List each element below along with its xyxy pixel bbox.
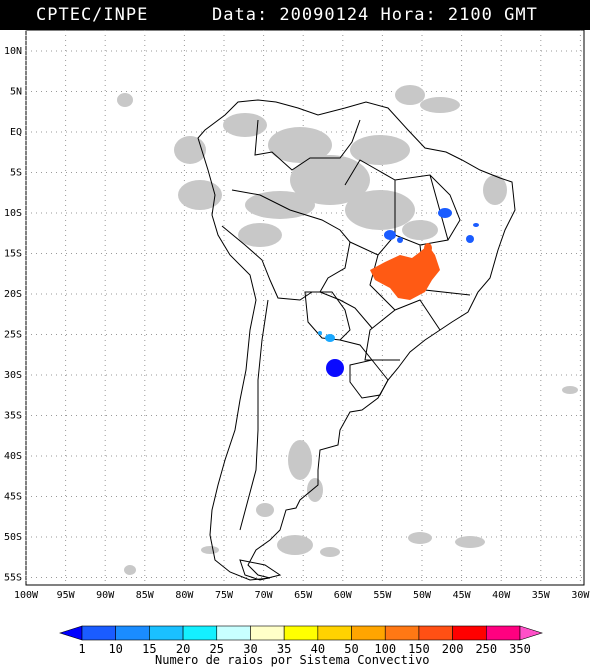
lat-label: EQ [10, 127, 22, 138]
border-peru-bolivia [221, 225, 313, 301]
lat-label: 5N [10, 87, 22, 98]
system-orange-minas [370, 243, 440, 300]
lat-label: 35S [4, 411, 22, 422]
legend-swatch [283, 625, 319, 641]
system-darkblue-argentina [326, 359, 344, 377]
lon-label: 40W [492, 590, 511, 601]
legend-label: 1 [78, 642, 85, 656]
lon-label: 80W [175, 590, 194, 601]
lon-label: 50W [413, 590, 432, 601]
legend-label: 35 [277, 642, 291, 656]
legend-arrow-right [519, 625, 543, 641]
legend-arrow-left [59, 625, 83, 641]
legend-swatch [250, 625, 285, 641]
lat-label: 30S [4, 370, 22, 381]
datetime-label: Data: 20090124 Hora: 2100 GMT [212, 5, 538, 25]
legend-swatch [418, 625, 453, 641]
legend-label: 40 [311, 642, 325, 656]
border-brazil-north [254, 119, 361, 171]
coastlines [197, 99, 516, 581]
legend-swatch [149, 625, 184, 641]
legend-label: 30 [243, 642, 257, 656]
lat-label: 25S [4, 330, 22, 341]
south-america-coast [197, 99, 516, 581]
lon-label: 45W [453, 590, 472, 601]
lon-label: 30W [571, 590, 590, 601]
system-blue-goias [384, 230, 396, 240]
lat-label: 40S [4, 451, 22, 462]
longitude-labels: 100W 95W 90W 85W 80W 75W 70W 65W 60W 55W 50W 45W 40W… [14, 590, 590, 601]
legend-label: 200 [442, 642, 464, 656]
source-label: CPTEC/INPE [36, 5, 149, 25]
legend-label: 50 [344, 642, 358, 656]
legend-labels: 1 10 15 20 25 30 35 40 50 100 150 200 250 350 [78, 642, 530, 656]
color-legend: 1 10 15 20 25 30 35 40 50 100 150 200 250 350 Numero … [59, 625, 543, 667]
lon-label: 100W [14, 590, 39, 601]
legend-label: 100 [374, 642, 396, 656]
gridlines [25, 30, 584, 585]
border-brazil-west [231, 189, 373, 329]
lon-label: 95W [57, 590, 76, 601]
legend-label: 25 [210, 642, 224, 656]
lon-label: 35W [532, 590, 551, 601]
legend-label: 20 [176, 642, 190, 656]
lon-label: 90W [96, 590, 115, 601]
legend-swatch [81, 625, 116, 641]
lat-label: 45S [4, 492, 22, 503]
lat-label: 10N [4, 46, 22, 57]
lon-label: 75W [215, 590, 234, 601]
border-paraguay [304, 291, 351, 341]
latitude-labels: 10N 5N EQ 5S 10S 15S 20S 25S 30S 35S 40S 45S 50S 55S [4, 46, 22, 584]
legend-caption: Numero de raios por Sistema Convectivo [155, 653, 430, 667]
lat-label: 5S [10, 168, 22, 179]
lon-label: 55W [373, 590, 392, 601]
lat-label: 55S [4, 573, 22, 584]
system-blue-bahia [397, 208, 479, 243]
lat-label: 15S [4, 249, 22, 260]
legend-swatch [486, 625, 521, 641]
cloud-cover [117, 85, 578, 575]
lon-label: 85W [136, 590, 155, 601]
lon-label: 60W [334, 590, 353, 601]
lat-label: 20S [4, 289, 22, 300]
legend-swatch [351, 625, 386, 641]
legend-label: 15 [142, 642, 156, 656]
title-bar: CPTEC/INPE Data: 20090124 Hora: 2100 GMT [0, 0, 590, 30]
lat-label: 10S [4, 208, 22, 219]
border-argentina-brazil [339, 339, 373, 361]
lon-label: 65W [294, 590, 313, 601]
lon-label: 70W [255, 590, 274, 601]
legend-swatch [216, 625, 251, 641]
system-lightblue-paraguay [318, 331, 335, 342]
border-chile-argentina [239, 299, 269, 531]
tierra-del-fuego [239, 559, 282, 581]
legend-label: 150 [408, 642, 430, 656]
legend-label: 10 [108, 642, 122, 656]
lat-label: 50S [4, 532, 22, 543]
legend-swatch [317, 625, 352, 641]
legend-bar [59, 625, 543, 641]
lightning-systems [318, 208, 479, 377]
legend-label: 250 [475, 642, 497, 656]
legend-label: 350 [509, 642, 531, 656]
legend-swatch [115, 625, 150, 641]
map-frame [25, 30, 585, 586]
legend-swatch [384, 625, 420, 641]
lightning-map: 10N5NEQ5S10S15S20S25S30S35S40S45S50S55S … [4, 30, 590, 601]
legend-swatch [182, 625, 218, 641]
legend-swatch [452, 625, 487, 641]
